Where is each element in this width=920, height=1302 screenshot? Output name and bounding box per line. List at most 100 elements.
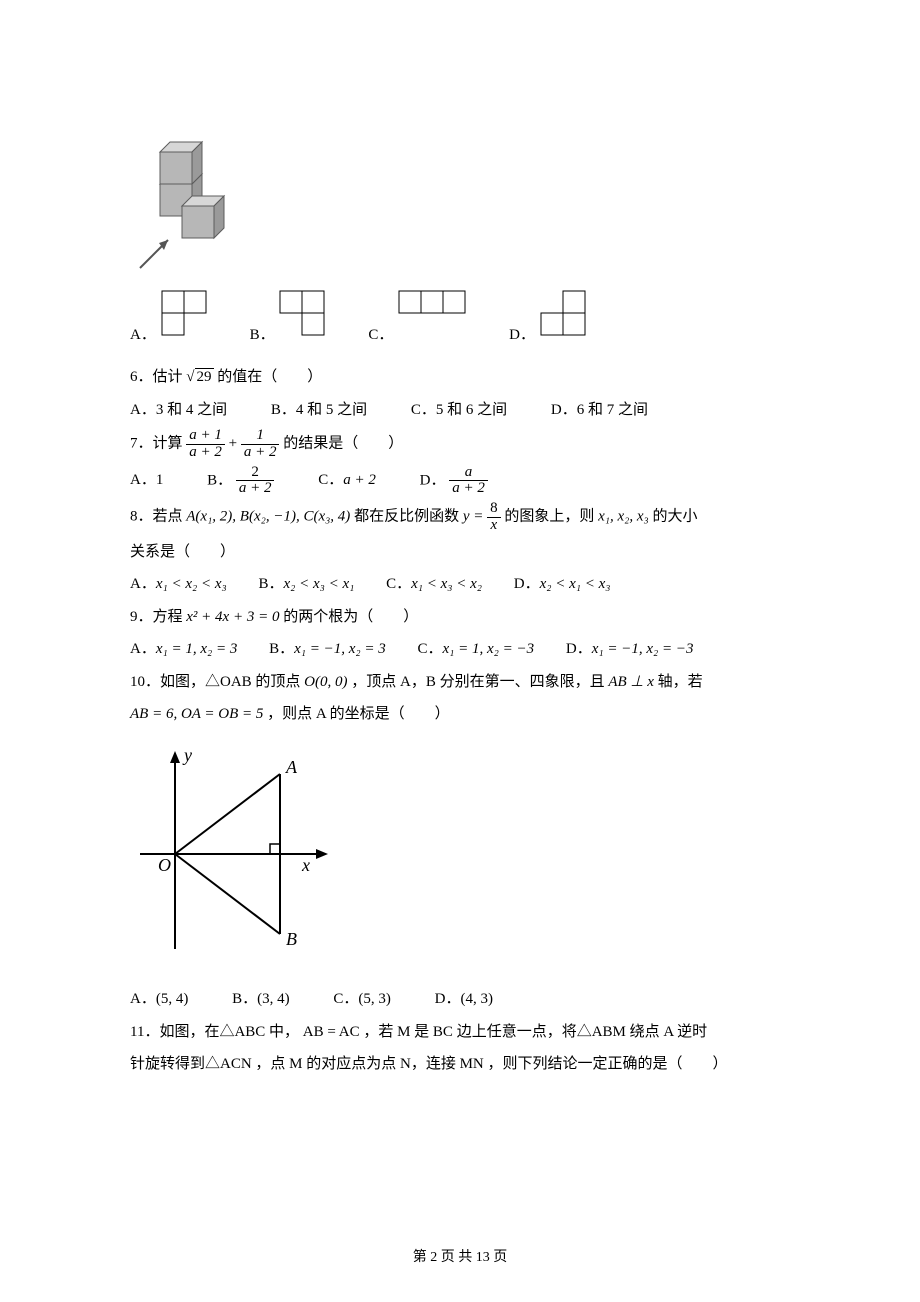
- q7-b-label: B．: [207, 472, 232, 488]
- q6-opt-a[interactable]: A．3 和 4 之间: [130, 396, 227, 425]
- q10-perp: AB ⊥ x: [608, 674, 654, 690]
- q10-opt-c[interactable]: C．(5, 3): [333, 985, 391, 1014]
- q10-O: O: [158, 855, 171, 875]
- q5-shape-b: [278, 289, 328, 339]
- q7-pre: 7．计算: [130, 436, 183, 452]
- q9-pre: 9．方程: [130, 609, 183, 625]
- q7-opt-d[interactable]: D． aa + 2: [420, 465, 488, 498]
- q7-f1-num: a + 1: [186, 428, 225, 444]
- q10-graph: O y x A B: [130, 739, 790, 980]
- q9-opt-a[interactable]: A．x₁ = 1, x₂ = 3: [130, 635, 237, 664]
- q9-choices: A．x₁ = 1, x₂ = 3 B．x₁ = −1, x₂ = 3 C．x₁ …: [130, 635, 790, 664]
- q9-a-l: A．: [130, 641, 156, 657]
- q8-mid: 都在反比例函数: [354, 509, 459, 525]
- q7-post: 的结果是（ ）: [283, 436, 403, 452]
- footer-total: 13: [476, 1250, 490, 1265]
- q5-opt-a[interactable]: A．: [130, 289, 210, 350]
- q6-stem: 6．估计 √29 的值在（ ）: [130, 363, 790, 392]
- q9-stem: 9．方程 x² + 4x + 3 = 0 的两个根为（ ）: [130, 603, 790, 632]
- q9-opt-c[interactable]: C．x₁ = 1, x₂ = −3: [417, 635, 534, 664]
- q7-d-num: a: [449, 465, 488, 481]
- q8-pts: A(x₁, 2), B(x₂, −1), C(x₃, 4): [186, 509, 350, 525]
- q7-choices: A．1 B． 2a + 2 C．a + 2 D． aa + 2: [130, 465, 790, 498]
- q6-opt-d[interactable]: D．6 和 7 之间: [551, 396, 648, 425]
- q10-B: B: [286, 929, 297, 949]
- q7-f1-den: a + 2: [186, 444, 225, 461]
- q5-label-d: D．: [509, 327, 535, 343]
- q10-c-v: (5, 3): [358, 991, 391, 1007]
- q10-l1a: 10．如图，△OAB 的顶点: [130, 674, 300, 690]
- q8-pre: 8．若点: [130, 509, 183, 525]
- q5-opt-c[interactable]: C．: [368, 289, 469, 350]
- q8-a-m: x₁ < x₂ < x₃: [156, 576, 227, 592]
- q5-choices: A． B． C． D．: [130, 289, 790, 350]
- q10-l1b: ，顶点 A，B 分别在第一、四象限，且: [351, 674, 604, 690]
- q5-shape-c: [397, 289, 469, 339]
- q8-fn: 8: [487, 501, 501, 517]
- q10-l1c: 轴，若: [658, 674, 703, 690]
- q6-radicand: 29: [195, 368, 214, 385]
- q6-choices: A．3 和 4 之间 B．4 和 5 之间 C．5 和 6 之间 D．6 和 7…: [130, 396, 790, 425]
- q8-d-m: x₂ < x₁ < x₃: [540, 576, 611, 592]
- q7-f2-num: 1: [241, 428, 280, 444]
- q7-opt-a[interactable]: A．1: [130, 466, 163, 495]
- q10-l2b: ，则点 A 的坐标是（ ）: [267, 706, 450, 722]
- q6-opt-b[interactable]: B．4 和 5 之间: [271, 396, 367, 425]
- q5-opt-b[interactable]: B．: [250, 289, 329, 350]
- q8-lhs: y =: [463, 509, 484, 525]
- q6-opt-c[interactable]: C．5 和 6 之间: [411, 396, 507, 425]
- q8-opt-a[interactable]: A．x₁ < x₂ < x₃: [130, 570, 227, 599]
- q9-c-m: x₁ = 1, x₂ = −3: [443, 641, 535, 657]
- q9-post: 的两个根为（ ）: [283, 609, 418, 625]
- q8-post1: 的图象上，则: [504, 509, 594, 525]
- q8-post2: 的大小: [653, 509, 698, 525]
- q10-a-l: A．: [130, 991, 156, 1007]
- q7-c-label: C．: [318, 472, 343, 488]
- q8-opt-b[interactable]: B．x₂ < x₃ < x₁: [258, 570, 354, 599]
- q7-d-label: D．: [420, 472, 446, 488]
- q9-opt-b[interactable]: B．x₁ = −1, x₂ = 3: [269, 635, 386, 664]
- plus-icon: +: [229, 436, 241, 452]
- q8-c-l: C．: [386, 576, 411, 592]
- q10-opt-d[interactable]: D．(4, 3): [435, 985, 493, 1014]
- q7-opt-c[interactable]: C．a + 2: [318, 466, 376, 495]
- q8-opt-c[interactable]: C．x₁ < x₃ < x₂: [386, 570, 482, 599]
- q10-A: A: [285, 757, 298, 777]
- q8-d-l: D．: [514, 576, 540, 592]
- q8-choices: A．x₁ < x₂ < x₃ B．x₂ < x₃ < x₁ C．x₁ < x₃ …: [130, 570, 790, 599]
- q9-c-l: C．: [417, 641, 442, 657]
- q10-x: x: [301, 855, 310, 875]
- cubes-svg: [130, 110, 250, 270]
- q9-d-m: x₁ = −1, x₂ = −3: [592, 641, 694, 657]
- q9-b-l: B．: [269, 641, 294, 657]
- q7-d-den: a + 2: [449, 480, 488, 497]
- footer-mid: 页 共: [437, 1250, 476, 1265]
- q5-shape-a: [160, 289, 210, 339]
- q5-label-a: A．: [130, 327, 156, 343]
- q5-label-c: C．: [368, 327, 393, 343]
- q10-d-v: (4, 3): [460, 991, 493, 1007]
- q8-a-l: A．: [130, 576, 156, 592]
- q10-ovtx: O(0, 0): [304, 674, 347, 690]
- q9-opt-d[interactable]: D．x₁ = −1, x₂ = −3: [566, 635, 694, 664]
- q8-vars: x₁, x₂, x₃: [598, 509, 649, 525]
- footer-pre: 第: [413, 1250, 431, 1265]
- q5-label-b: B．: [250, 327, 275, 343]
- page-footer: 第 2 页 共 13 页: [0, 1245, 920, 1272]
- q8-opt-d[interactable]: D．x₂ < x₁ < x₃: [514, 570, 611, 599]
- q7-b-den: a + 2: [236, 480, 275, 497]
- q7-opt-b[interactable]: B． 2a + 2: [207, 465, 274, 498]
- q5-figure: [130, 110, 790, 281]
- q10-y: y: [182, 745, 192, 765]
- q10-opt-b[interactable]: B．(3, 4): [232, 985, 290, 1014]
- q7-c-val: a + 2: [343, 472, 376, 488]
- q5-opt-d[interactable]: D．: [509, 289, 589, 350]
- q11-l1: 11．如图，在△ABC 中， AB = AC ，若 M 是 BC 边上任意一点，…: [130, 1018, 790, 1047]
- q7-a-label: A．: [130, 472, 156, 488]
- q10-b-l: B．: [232, 991, 257, 1007]
- q10-opt-a[interactable]: A．(5, 4): [130, 985, 188, 1014]
- q9-d-l: D．: [566, 641, 592, 657]
- q9-b-m: x₁ = −1, x₂ = 3: [294, 641, 386, 657]
- q8-stem-l2: 关系是（ ）: [130, 538, 790, 567]
- q7-frac2: 1 a + 2: [241, 428, 280, 461]
